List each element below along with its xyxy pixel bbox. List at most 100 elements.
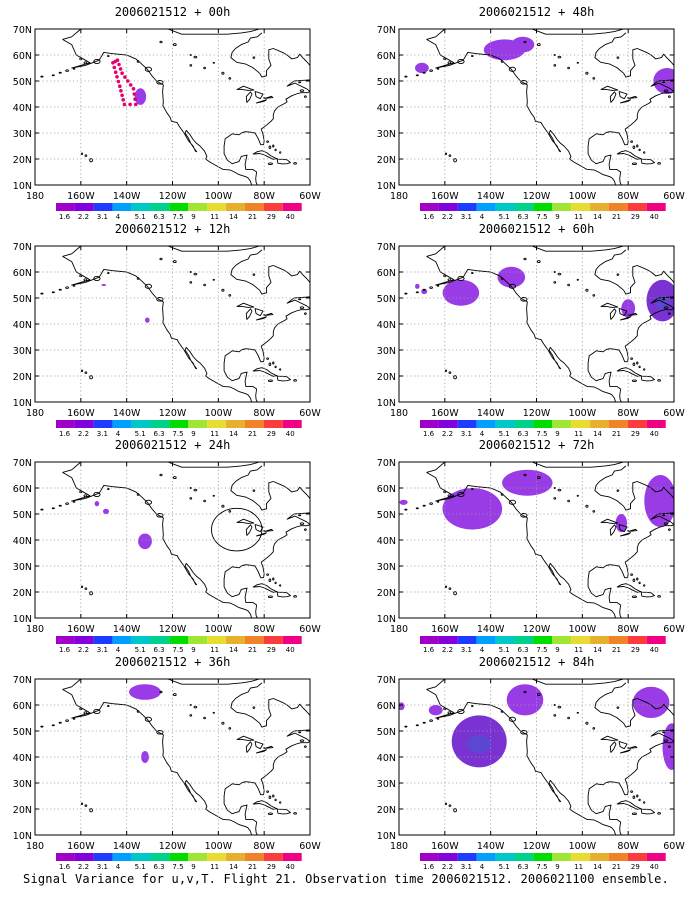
variance-region <box>615 514 627 533</box>
colorbar-swatch <box>74 420 94 428</box>
island <box>212 61 215 64</box>
y-tick-label: 30N <box>13 562 32 573</box>
coastline <box>236 302 255 308</box>
island <box>159 473 163 477</box>
island <box>193 705 198 709</box>
island <box>436 284 440 287</box>
map-panel: 2006021512 + 72h 10N 20N 30N 40N 50N 60N 70N 180… <box>377 438 686 654</box>
island <box>567 716 570 720</box>
colorbar-swatch <box>188 420 208 428</box>
x-tick-label: 180 <box>26 191 44 202</box>
colorbar-swatch <box>188 636 208 644</box>
colorbar-swatch <box>552 420 572 428</box>
colorbar-swatch <box>169 636 189 644</box>
colorbar-swatch <box>571 853 591 861</box>
y-tick-label: 30N <box>13 346 32 357</box>
island <box>662 298 666 301</box>
island <box>638 581 641 585</box>
coastline <box>619 99 631 104</box>
y-tick-label: 10N <box>13 614 32 625</box>
colorbar-label: 9 <box>191 646 195 654</box>
colorbar-label: 29 <box>631 430 640 438</box>
island <box>429 502 433 505</box>
colorbar: 1.6 2.2 3.1 4 5.1 6.3 7.5 9 11 14 21 29 40 <box>56 636 302 654</box>
island <box>221 71 225 75</box>
gridlines <box>399 679 674 835</box>
colorbar-swatch <box>93 853 113 861</box>
colorbar-label: 9 <box>555 863 559 871</box>
colorbar: 1.6 2.2 3.1 4 5.1 6.3 7.5 9 11 14 21 29 40 <box>56 420 302 438</box>
coastline <box>62 246 260 257</box>
island <box>274 148 277 152</box>
island <box>159 690 163 694</box>
island <box>453 375 457 380</box>
y-tick-label: 20N <box>377 155 396 166</box>
colorbar-label: 7.5 <box>172 213 183 221</box>
flight-track-dot <box>134 102 138 107</box>
colorbar-label: 40 <box>650 863 659 871</box>
island <box>636 794 639 798</box>
island <box>203 66 206 70</box>
island <box>203 499 206 503</box>
island <box>89 375 93 380</box>
coastline <box>426 29 624 40</box>
coastline <box>640 808 655 815</box>
colorbar-swatch <box>571 636 591 644</box>
island <box>267 162 273 165</box>
colorbar-swatch <box>533 853 553 861</box>
x-tick-label: 60W <box>299 841 321 852</box>
island <box>221 721 225 725</box>
colorbar: 1.6 2.2 3.1 4 5.1 6.3 7.5 9 11 14 21 29 40 <box>420 636 666 654</box>
island <box>632 795 636 800</box>
island <box>415 507 419 510</box>
island <box>274 365 277 369</box>
island <box>144 283 153 289</box>
island <box>436 67 440 70</box>
island <box>293 595 297 598</box>
island <box>267 595 273 598</box>
colorbar-label: 14 <box>593 646 602 654</box>
island <box>444 369 448 373</box>
colorbar-label: 5.1 <box>135 430 146 438</box>
island <box>422 71 426 74</box>
colorbar-swatch <box>207 636 227 644</box>
coastline <box>276 591 291 598</box>
colorbar-label: 14 <box>593 430 602 438</box>
colorbar-label: 3.1 <box>97 646 108 654</box>
variance-region <box>644 475 674 527</box>
island <box>630 357 633 360</box>
island <box>172 43 177 47</box>
island <box>631 162 637 165</box>
y-tick-label: 50N <box>13 510 32 521</box>
x-tick-label: 100W <box>569 191 597 202</box>
x-tick-label: 140W <box>113 841 141 852</box>
island <box>404 292 408 295</box>
island <box>663 89 669 92</box>
island <box>662 731 666 734</box>
coastline <box>254 90 264 100</box>
coastline <box>426 462 624 473</box>
x-tick-label: 120W <box>523 408 551 419</box>
colorbar: 1.6 2.2 3.1 4 5.1 6.3 7.5 9 11 14 21 29 40 <box>56 853 302 871</box>
colorbar-label: 21 <box>612 863 621 871</box>
y-tick-label: 40N <box>377 320 396 331</box>
colorbar-swatch <box>112 853 132 861</box>
coastline <box>616 583 642 593</box>
colorbar-swatch <box>457 420 477 428</box>
island <box>643 368 646 371</box>
y-tick-label: 60N <box>377 51 396 62</box>
island <box>557 705 562 709</box>
island <box>51 291 55 294</box>
island <box>40 725 44 728</box>
colorbar-swatch <box>263 636 283 644</box>
coastline <box>609 91 617 103</box>
y-tick-label: 40N <box>13 103 32 114</box>
island <box>592 727 596 730</box>
colorbar-swatch <box>263 853 283 861</box>
island <box>553 64 557 67</box>
island <box>298 514 302 517</box>
coastline <box>236 735 255 741</box>
y-tick-label: 30N <box>13 129 32 140</box>
island <box>279 801 282 804</box>
island <box>203 716 206 720</box>
